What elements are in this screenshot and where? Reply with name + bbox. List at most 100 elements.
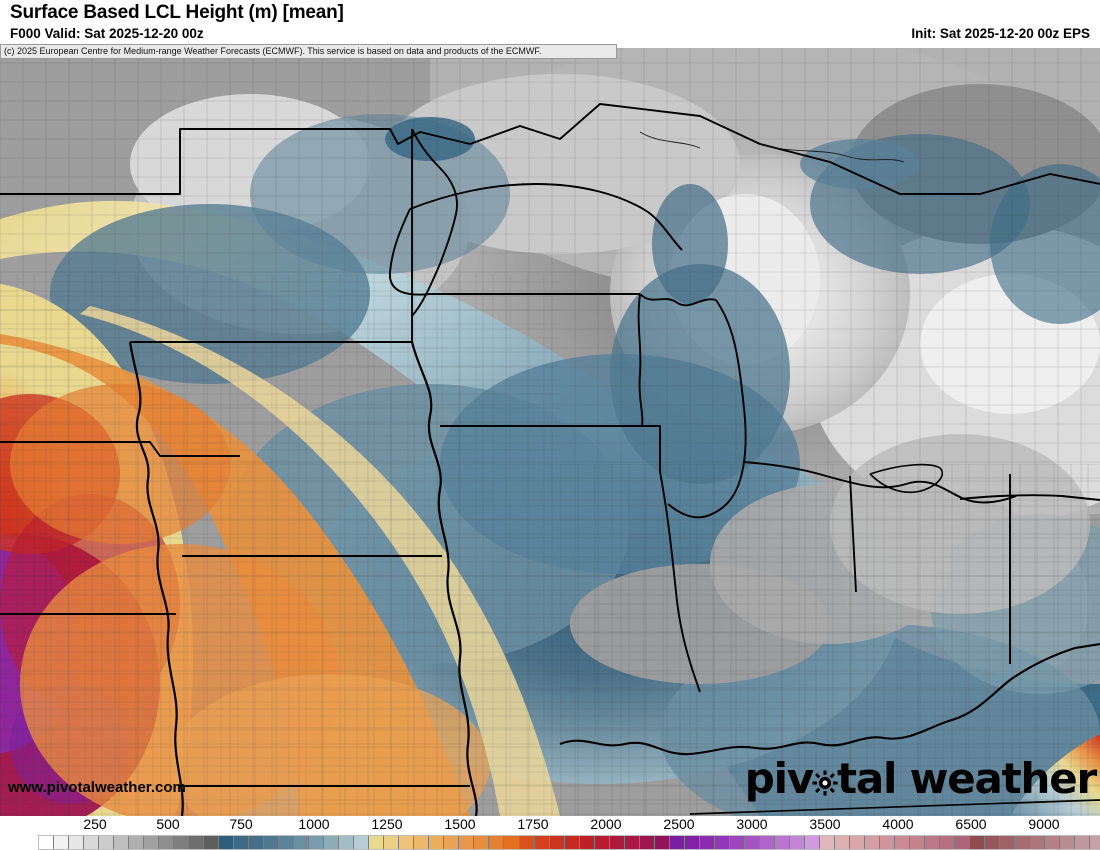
colorbar-swatch xyxy=(984,836,1000,849)
colorbar-tick-label: 750 xyxy=(229,816,253,832)
colorbar-swatch xyxy=(864,836,880,849)
colorbar-swatch xyxy=(549,836,565,849)
map-svg xyxy=(0,44,1100,816)
colorbar-swatch xyxy=(204,836,220,849)
colorbar-swatch xyxy=(459,836,475,849)
lake-outlines xyxy=(639,131,905,163)
colorbar-tick-label: 1750 xyxy=(517,816,549,832)
colorbar-swatch xyxy=(729,836,745,849)
colorbar-swatch xyxy=(564,836,580,849)
logo-text-before: piv xyxy=(744,754,814,803)
colorbar-swatch xyxy=(879,836,895,849)
colorbar-swatch xyxy=(114,836,130,849)
colorbar-swatch xyxy=(639,836,655,849)
colorbar-swatches xyxy=(38,835,1100,850)
colorbar-tick-label: 3500 xyxy=(809,816,841,832)
colorbar-swatch xyxy=(384,836,400,849)
colorbar-tick-label: 9000 xyxy=(1028,816,1060,832)
colorbar-swatch xyxy=(594,836,610,849)
colorbar-swatch xyxy=(1060,836,1076,849)
colorbar-swatch xyxy=(834,836,850,849)
page-title: Surface Based LCL Height (m) [mean] xyxy=(10,2,344,23)
colorbar-swatch xyxy=(894,836,910,849)
colorbar-swatch xyxy=(504,836,520,849)
colorbar-swatch xyxy=(399,836,415,849)
colorbar-swatch xyxy=(1045,836,1061,849)
colorbar-tick-label: 1250 xyxy=(371,816,403,832)
colorbar-tick-label: 4000 xyxy=(882,816,914,832)
logo-text-after: tal weather xyxy=(836,754,1097,803)
colorbar-swatch xyxy=(654,836,670,849)
colorbar-swatch xyxy=(519,836,535,849)
colorbar-tick-label: 2500 xyxy=(663,816,695,832)
colorbar-swatch xyxy=(144,836,160,849)
colorbar-swatch xyxy=(99,836,115,849)
colorbar-swatch xyxy=(1030,836,1046,849)
copyright-notice: (c) 2025 European Centre for Medium-rang… xyxy=(0,44,617,59)
colorbar-swatch xyxy=(69,836,85,849)
colorbar-swatch xyxy=(39,836,55,849)
colorbar-swatch xyxy=(444,836,460,849)
colorbar-tick-label: 2000 xyxy=(590,816,622,832)
colorbar-swatch xyxy=(819,836,835,849)
colorbar-swatch xyxy=(699,836,715,849)
header: Surface Based LCL Height (m) [mean] F000… xyxy=(0,0,1100,48)
colorbar-swatch xyxy=(429,836,445,849)
colorbar-swatch xyxy=(474,836,490,849)
colorbar-tick-label: 500 xyxy=(156,816,180,832)
colorbar-swatch xyxy=(774,836,790,849)
pivotal-weather-logo: piv xyxy=(745,758,1097,800)
colorbar-swatch xyxy=(279,836,295,849)
colorbar-swatch xyxy=(744,836,760,849)
colorbar-swatch xyxy=(609,836,625,849)
colorbar-swatch xyxy=(1075,836,1091,849)
colorbar-ticks: 250 500 750 1000 1250 1500 1750 2000 2500 3000 350… xyxy=(0,816,1100,834)
colorbar-swatch xyxy=(489,836,505,849)
colorbar-swatch xyxy=(1015,836,1031,849)
colorbar-swatch xyxy=(84,836,100,849)
colorbar-tick-label: 6500 xyxy=(955,816,987,832)
colorbar-tick-label: 250 xyxy=(83,816,107,832)
colorbar-swatch xyxy=(969,836,985,849)
colorbar-swatch xyxy=(354,836,370,849)
colorbar-swatch xyxy=(624,836,640,849)
colorbar-swatch xyxy=(294,836,310,849)
colorbar-swatch xyxy=(1000,836,1016,849)
colorbar-swatch xyxy=(804,836,820,849)
colorbar-swatch xyxy=(369,836,385,849)
colorbar-swatch xyxy=(264,836,280,849)
colorbar-swatch xyxy=(159,836,175,849)
valid-time-label: F000 Valid: Sat 2025-12-20 00z xyxy=(10,26,204,41)
colorbar-swatch xyxy=(579,836,595,849)
gear-sun-icon xyxy=(812,761,838,796)
colorbar-swatch xyxy=(324,836,340,849)
map-canvas[interactable]: www.pivotalweather.com piv xyxy=(0,44,1100,816)
colorbar-swatch xyxy=(234,836,250,849)
colorbar-swatch xyxy=(789,836,805,849)
colorbar-swatch xyxy=(309,836,325,849)
colorbar-swatch xyxy=(759,836,775,849)
colorbar-swatch xyxy=(669,836,685,849)
county-boundaries xyxy=(0,44,1100,816)
colorbar-swatch xyxy=(414,836,430,849)
colorbar-tick-label: 1000 xyxy=(298,816,330,832)
colorbar-swatch xyxy=(534,836,550,849)
colorbar-swatch xyxy=(954,836,970,849)
colorbar-swatch xyxy=(129,836,145,849)
colorbar-swatch xyxy=(714,836,730,849)
init-time-label: Init: Sat 2025-12-20 00z EPS xyxy=(911,26,1090,41)
colorbar-swatch xyxy=(924,836,940,849)
colorbar-swatch xyxy=(849,836,865,849)
site-url[interactable]: www.pivotalweather.com xyxy=(8,779,186,796)
colorbar-swatch xyxy=(189,836,205,849)
colorbar-swatch xyxy=(54,836,70,849)
colorbar-swatch xyxy=(174,836,190,849)
colorbar-swatch xyxy=(684,836,700,849)
state-boundaries xyxy=(0,103,1100,816)
colorbar-swatch xyxy=(909,836,925,849)
colorbar-tick-label: 3000 xyxy=(736,816,768,832)
colorbar-swatch xyxy=(1090,836,1100,849)
colorbar-swatch xyxy=(249,836,265,849)
colorbar-swatch xyxy=(939,836,955,849)
